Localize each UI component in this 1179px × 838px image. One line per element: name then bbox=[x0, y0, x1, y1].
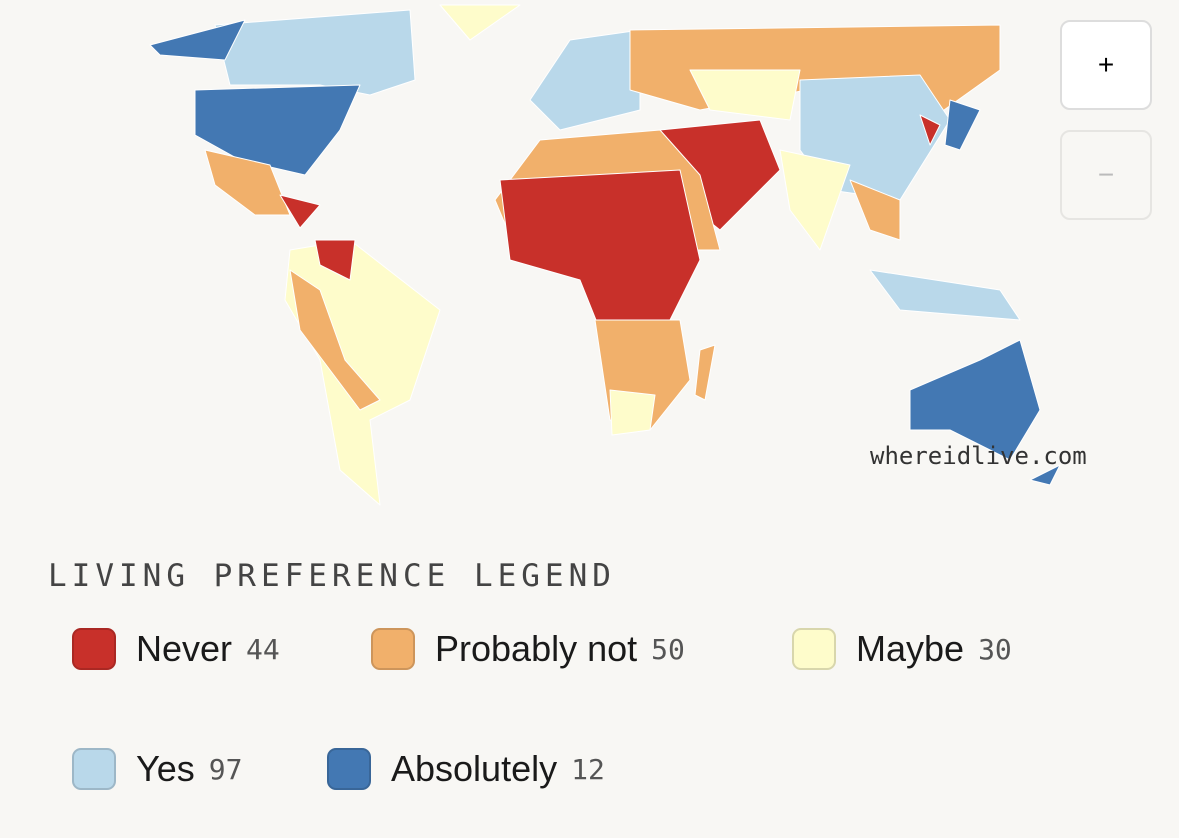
legend-item: Never 44 bbox=[72, 628, 280, 670]
country bbox=[1029, 464, 1061, 486]
zoom-in-button[interactable]: + bbox=[1060, 20, 1152, 110]
country bbox=[204, 149, 291, 216]
legend-swatch bbox=[72, 628, 116, 670]
country bbox=[689, 69, 801, 121]
country bbox=[214, 9, 416, 96]
country bbox=[439, 4, 521, 41]
country bbox=[279, 194, 321, 229]
legend-title: LIVING PREFERENCE LEGEND bbox=[48, 558, 616, 594]
legend-count: 97 bbox=[208, 752, 243, 786]
legend-label: Never bbox=[136, 628, 233, 669]
legend-count: 44 bbox=[246, 632, 280, 666]
country bbox=[944, 99, 981, 151]
country bbox=[314, 239, 356, 281]
country bbox=[849, 179, 901, 241]
legend-count: 50 bbox=[651, 632, 685, 666]
world-map bbox=[149, 4, 1061, 506]
legend-swatch bbox=[327, 748, 371, 790]
legend-item: Maybe 30 bbox=[792, 628, 1012, 670]
country bbox=[779, 149, 851, 251]
zoom-out-button[interactable]: − bbox=[1060, 130, 1152, 220]
legend-item: Probably not 50 bbox=[371, 628, 685, 670]
legend-count: 12 bbox=[571, 752, 605, 786]
legend-swatch bbox=[792, 628, 836, 670]
legend-swatch bbox=[371, 628, 415, 670]
legend-label: Yes bbox=[136, 748, 195, 789]
legend-label: Probably not bbox=[435, 628, 638, 669]
country bbox=[289, 269, 381, 411]
watermark: whereidlive.com bbox=[870, 442, 1087, 470]
legend-label: Maybe bbox=[856, 628, 965, 669]
legend-count: 30 bbox=[978, 632, 1012, 666]
country bbox=[919, 114, 941, 146]
country bbox=[499, 169, 701, 341]
country bbox=[194, 84, 361, 176]
country bbox=[149, 19, 246, 61]
legend-item: Absolutely 12 bbox=[327, 748, 605, 790]
legend-label: Absolutely bbox=[391, 748, 558, 789]
country bbox=[284, 239, 441, 506]
country bbox=[529, 29, 641, 131]
country bbox=[869, 269, 1021, 321]
legend-swatch bbox=[72, 748, 116, 790]
country bbox=[694, 344, 716, 401]
legend-item: Yes 97 bbox=[72, 748, 242, 790]
country bbox=[909, 339, 1041, 461]
country bbox=[609, 389, 656, 436]
